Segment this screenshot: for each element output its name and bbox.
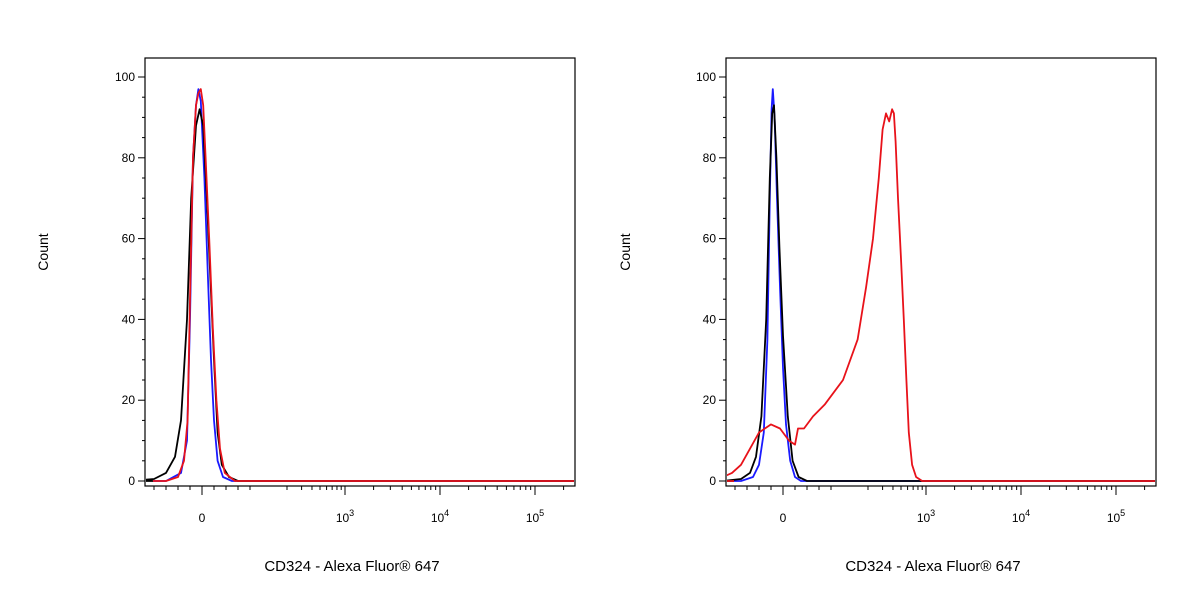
x-tick-label: 104: [431, 508, 449, 525]
y-axis-title: Count: [35, 233, 51, 270]
series-group: [146, 88, 574, 482]
x-tick-label: 105: [526, 508, 544, 525]
x-axis-title: CD324 - Alexa Fluor® 647: [264, 558, 439, 575]
y-tick-label: 20: [703, 393, 717, 407]
y-tick-label: 0: [128, 474, 135, 488]
histogram-series-line: [727, 108, 1155, 482]
y-tick-label: 40: [703, 312, 717, 326]
y-tick-label: 60: [703, 232, 717, 246]
x-tick-label: 105: [1107, 508, 1125, 525]
histogram-series-line: [146, 108, 574, 482]
series-group: [727, 88, 1155, 482]
x-axis-title: CD324 - Alexa Fluor® 647: [845, 558, 1020, 575]
x-tick-label: 104: [1012, 508, 1030, 525]
y-tick-label: 80: [703, 151, 717, 165]
histogram-series-line: [153, 88, 574, 482]
plot-frame: [144, 57, 576, 487]
histogram-series-line: [734, 88, 1155, 482]
histogram-series-line: [727, 104, 1155, 482]
y-tick-label: 20: [122, 393, 136, 407]
y-tick-label: 0: [709, 474, 716, 488]
histogram-panel-right: 0 20 40 60 80 100 0 103 104 105 Count CD324 - Alexa…: [617, 57, 1157, 575]
y-tick-label: 60: [122, 232, 136, 246]
y-tick-label: 100: [696, 70, 716, 84]
y-tick-label: 40: [122, 312, 136, 326]
x-tick-label: 0: [780, 511, 787, 525]
y-axis-title: Count: [617, 233, 633, 270]
histogram-series-line: [153, 88, 574, 482]
y-tick-label: 100: [115, 70, 135, 84]
x-tick-label: 103: [336, 508, 354, 525]
y-tick-label: 80: [122, 151, 136, 165]
histogram-panel-left: 0 20 40 60 80 100 0 103 104 105 Count CD324 - Alexa…: [35, 57, 576, 575]
plot-frame: [725, 57, 1157, 487]
x-tick-label: 103: [917, 508, 935, 525]
x-tick-label: 0: [199, 511, 206, 525]
